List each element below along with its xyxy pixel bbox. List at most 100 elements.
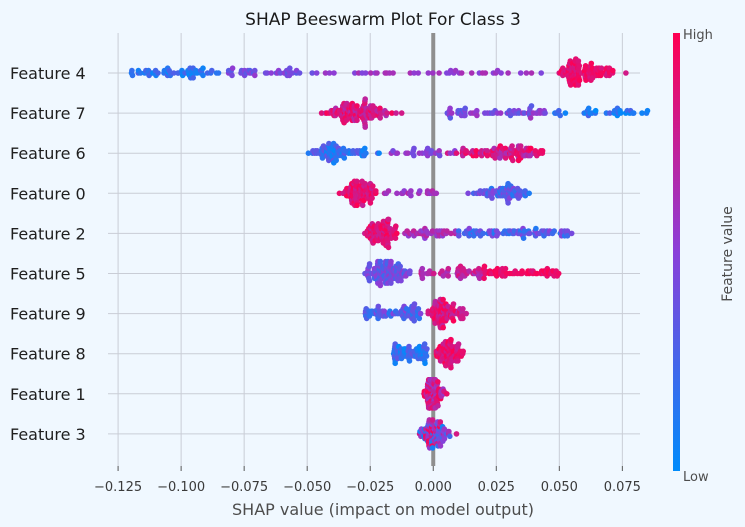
- data-point: [129, 67, 135, 74]
- data-point: [448, 110, 455, 116]
- data-point: [495, 230, 502, 237]
- data-point: [422, 360, 428, 367]
- colorbar-high-label: High: [683, 28, 713, 43]
- data-point: [370, 183, 376, 189]
- feature-label: Feature 5: [10, 265, 86, 284]
- data-point: [417, 310, 424, 317]
- data-point: [476, 265, 482, 272]
- data-point: [610, 67, 616, 74]
- data-point: [415, 306, 422, 312]
- data-point: [481, 263, 488, 270]
- feature-label: Feature 4: [10, 64, 86, 83]
- data-point: [367, 70, 374, 76]
- data-point: [460, 315, 466, 322]
- data-point: [519, 268, 525, 274]
- data-point: [362, 145, 368, 152]
- x-tick-label: 0.025: [478, 480, 515, 495]
- data-point: [419, 265, 426, 272]
- feature-label: Feature 3: [10, 425, 86, 444]
- x-tick-label: −0.050: [283, 480, 331, 495]
- data-point: [517, 192, 523, 199]
- data-point: [534, 270, 540, 277]
- data-point: [474, 112, 480, 119]
- data-point: [352, 70, 358, 76]
- x-axis-ticks: −0.125 −0.100 −0.075 −0.050 −0.025 0.000 0.025…: [94, 466, 641, 495]
- data-point: [429, 445, 436, 451]
- data-point: [431, 270, 437, 277]
- data-point: [551, 228, 557, 234]
- data-point: [539, 148, 546, 154]
- data-point: [419, 275, 426, 282]
- data-point: [453, 150, 460, 156]
- data-point: [375, 303, 382, 310]
- data-point: [366, 261, 373, 267]
- data-point: [568, 230, 575, 237]
- data-point: [411, 70, 417, 76]
- data-point: [517, 143, 524, 149]
- data-point: [393, 110, 399, 116]
- data-point: [441, 435, 448, 442]
- data-point: [588, 60, 595, 67]
- data-point: [575, 82, 582, 88]
- x-tick-label: 0.075: [604, 480, 641, 495]
- data-point: [190, 75, 196, 81]
- data-point: [526, 190, 532, 197]
- feature-label: Feature 2: [10, 224, 86, 243]
- data-point: [505, 200, 511, 206]
- data-point: [433, 190, 440, 197]
- data-point: [377, 282, 384, 289]
- data-point: [482, 70, 489, 76]
- data-point: [576, 63, 583, 69]
- data-point: [408, 188, 414, 194]
- data-point: [200, 72, 206, 79]
- colorbar: [673, 33, 680, 471]
- data-point: [447, 433, 453, 440]
- gridlines: [108, 33, 640, 466]
- data-point: [421, 341, 428, 347]
- data-point: [229, 72, 235, 79]
- x-tick-label: −0.075: [220, 480, 268, 495]
- data-point: [444, 391, 450, 397]
- data-point: [411, 318, 418, 324]
- data-point: [390, 70, 396, 76]
- data-point: [644, 107, 651, 114]
- data-point: [436, 70, 442, 76]
- data-point: [268, 70, 275, 76]
- data-point: [313, 70, 320, 76]
- data-point: [510, 157, 516, 164]
- data-point: [333, 157, 340, 164]
- data-point: [607, 110, 613, 116]
- data-point: [354, 103, 360, 109]
- data-point: [527, 115, 534, 121]
- data-point: [617, 110, 624, 116]
- data-point: [363, 150, 369, 156]
- data-point: [374, 70, 380, 76]
- data-point: [354, 202, 360, 209]
- data-point: [385, 244, 392, 251]
- data-point: [394, 150, 401, 156]
- data-point: [354, 178, 360, 185]
- feature-label: Feature 7: [10, 104, 86, 123]
- data-point: [392, 360, 399, 367]
- x-tick-label: 0.050: [541, 480, 578, 495]
- data-point: [385, 216, 392, 223]
- data-point: [526, 230, 533, 237]
- data-point: [424, 346, 430, 352]
- data-point: [463, 310, 470, 317]
- feature-label: Feature 6: [10, 144, 86, 163]
- data-point: [393, 223, 399, 229]
- data-point: [296, 70, 303, 76]
- data-point: [440, 296, 446, 303]
- data-point: [447, 150, 454, 156]
- feature-label: Feature 9: [10, 305, 86, 324]
- data-point: [322, 70, 329, 76]
- feature-label: Feature 8: [10, 345, 86, 364]
- data-point: [229, 65, 236, 71]
- feature-label: Feature 1: [10, 385, 86, 404]
- data-point: [394, 230, 400, 237]
- data-point: [502, 145, 509, 152]
- data-point: [377, 105, 383, 112]
- data-point: [369, 195, 375, 201]
- feature-labels: Feature 4 Feature 7 Feature 6 Feature 0 Feat…: [10, 64, 86, 444]
